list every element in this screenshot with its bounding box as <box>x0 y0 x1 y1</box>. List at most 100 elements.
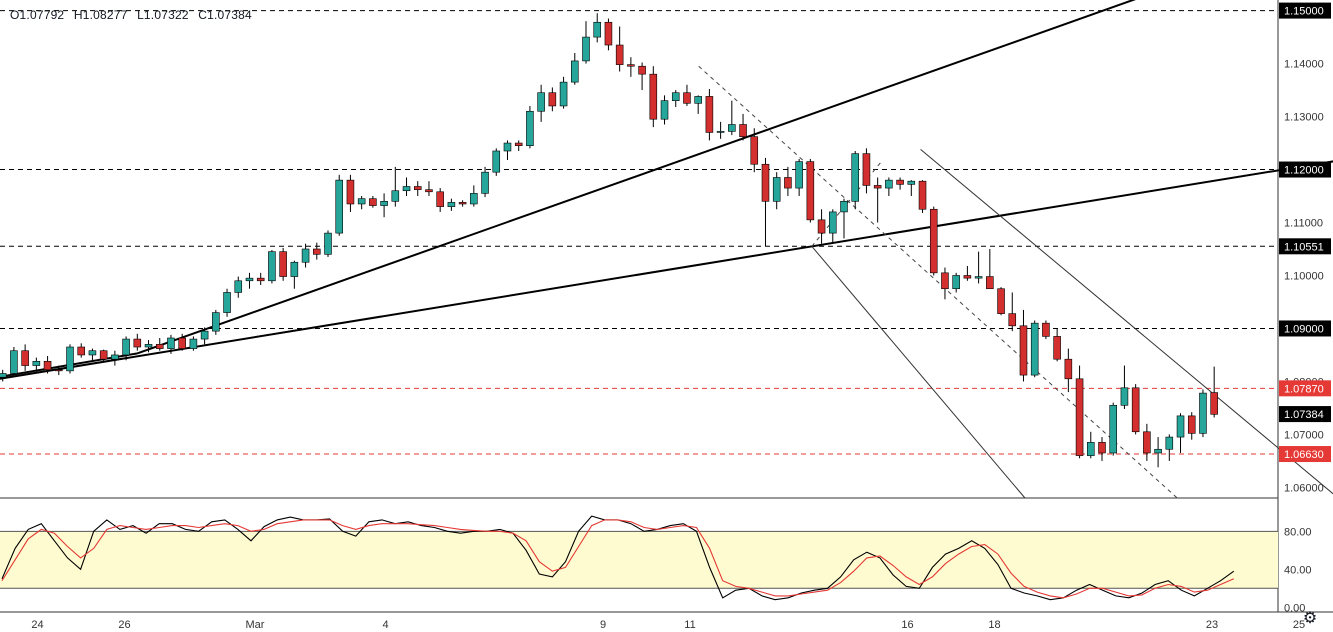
trendline <box>920 149 1333 495</box>
candle-body <box>683 92 691 104</box>
ohlc-close: C1.07384 <box>198 8 252 22</box>
time-tick: 23 <box>1206 619 1218 631</box>
candle-body <box>1064 358 1073 380</box>
price-tick: 1.07000 <box>1284 429 1324 441</box>
price-tick: 1.11000 <box>1284 218 1323 230</box>
candle-body <box>694 96 702 104</box>
candle-body <box>111 354 119 360</box>
price-label-bg <box>1279 161 1331 178</box>
candle-body <box>1008 313 1017 327</box>
candle-body <box>436 191 444 207</box>
candles-layer <box>0 13 1218 468</box>
candle-body <box>1165 436 1174 450</box>
candle-body <box>223 292 231 313</box>
candle-body <box>514 142 523 146</box>
price-label-bg <box>1279 320 1331 337</box>
candle-body <box>627 64 635 67</box>
candle-body <box>952 275 960 290</box>
candle-body <box>189 338 198 349</box>
candle-body <box>840 201 848 213</box>
candle-body <box>144 344 153 348</box>
candle-body <box>380 201 388 206</box>
trendline <box>0 160 1333 380</box>
time-axis: 2426Mar49111618232530Apr <box>31 619 1305 631</box>
candle-body <box>245 277 254 282</box>
candle-body <box>1187 415 1196 434</box>
ohlc-low: L1.07322 <box>137 8 189 22</box>
candle-body <box>470 193 478 205</box>
trendline <box>811 246 1026 499</box>
candle-body <box>705 96 714 133</box>
candle-body <box>234 280 243 293</box>
time-tick: 4 <box>382 619 388 631</box>
candle-body <box>851 153 859 202</box>
candle-body <box>133 338 142 348</box>
candle-body <box>402 186 411 192</box>
time-tick: 16 <box>901 619 913 631</box>
candle-body <box>324 232 332 255</box>
time-tick: 25 <box>1293 619 1305 631</box>
candle-body <box>200 330 209 340</box>
settings-gear-icon[interactable]: ⚙ <box>1302 610 1318 627</box>
candle-body <box>88 350 97 356</box>
candle-body <box>1131 387 1140 433</box>
price-label-bg <box>1279 406 1331 423</box>
price-axis: 1.15000 1.14000 1.13000 1.12000 1.11000 1.105… <box>1279 2 1331 614</box>
candle-body <box>21 350 29 366</box>
candle-body <box>986 276 994 290</box>
candle-body <box>537 92 545 112</box>
candle-body <box>1053 336 1061 360</box>
candle-body <box>413 186 422 190</box>
candle-body <box>1199 392 1207 434</box>
candle-body <box>739 124 747 137</box>
candle-body <box>761 163 770 202</box>
price-tick: 1.10000 <box>1284 270 1324 282</box>
candle-body <box>313 248 321 255</box>
candle-body <box>481 171 489 194</box>
ohlc-high: H1.08277 <box>73 8 128 22</box>
candle-body <box>346 179 355 205</box>
candle-body <box>974 276 983 279</box>
candle-body <box>492 150 501 173</box>
candle-body <box>503 142 512 152</box>
candle-body <box>0 373 7 378</box>
price-label: 1.07384 <box>1284 409 1324 421</box>
candle-body <box>829 211 837 234</box>
price-label: 1.06630 <box>1284 449 1324 461</box>
time-tick: 18 <box>988 619 1000 631</box>
price-label-bg <box>1279 380 1331 397</box>
price-label-bg <box>1279 446 1331 463</box>
stochastic-tick: 0.00 <box>1284 602 1305 614</box>
candle-body <box>918 180 927 210</box>
candle-body <box>290 261 299 277</box>
candle-body <box>55 369 63 372</box>
candle-body <box>1109 404 1117 454</box>
price-label: 1.07870 <box>1284 383 1324 395</box>
price-label-bg <box>1279 2 1331 19</box>
candle-body <box>1087 442 1095 456</box>
candle-body <box>369 198 377 206</box>
candle-body <box>167 337 175 349</box>
candle-body <box>32 361 41 366</box>
time-tick: 9 <box>600 619 606 631</box>
candle-body <box>806 161 815 221</box>
time-tick: 24 <box>31 619 43 631</box>
candle-body <box>862 153 871 186</box>
price-tick: 1.06000 <box>1284 482 1324 494</box>
trendline <box>137 0 1136 355</box>
time-tick: Mar <box>246 619 265 631</box>
trendline <box>698 65 1178 499</box>
candle-body <box>885 179 893 189</box>
candle-body <box>212 312 220 332</box>
candle-body <box>963 275 972 279</box>
time-tick: 26 <box>118 619 130 631</box>
ohlc-readout: O1.07792 H1.08277 L1.07322 C1.07384 <box>10 8 258 22</box>
candle-body <box>728 124 736 132</box>
price-label: 1.09000 <box>1284 323 1324 335</box>
candle-body <box>447 202 456 207</box>
candle-body <box>99 350 108 360</box>
candle-body <box>582 36 590 62</box>
candle-body <box>772 177 781 202</box>
ohlc-open: O1.07792 <box>10 8 65 22</box>
